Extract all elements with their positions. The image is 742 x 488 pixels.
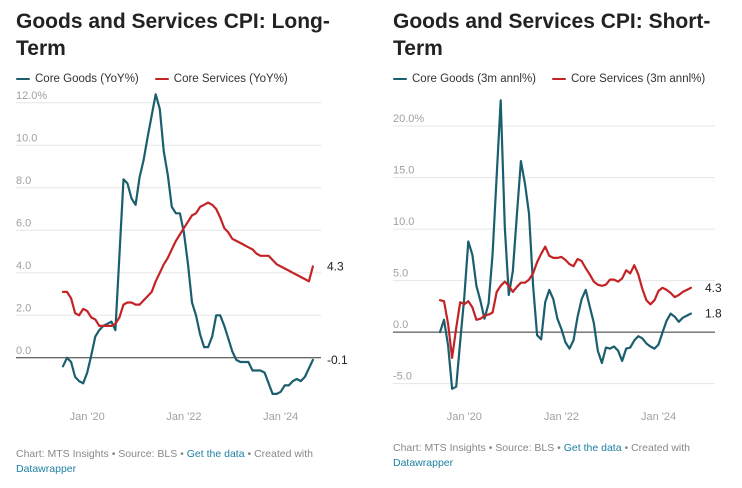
- y-tick-label: 5.0: [393, 268, 408, 280]
- y-tick-label: 10.0: [16, 132, 37, 144]
- chart-title: Goods and Services CPI: Short-Term: [393, 10, 711, 60]
- y-tick-label: 4.0: [16, 260, 31, 272]
- legend-label-services: Core Services (YoY%): [173, 73, 288, 85]
- legend-label-goods: Core Goods (3m annl%): [412, 73, 536, 85]
- legend-label-goods: Core Goods (YoY%): [35, 73, 139, 85]
- legend-item-services: Core Services (3m annl%): [552, 73, 705, 85]
- y-tick-label: 0.0: [393, 319, 408, 331]
- y-tick-label: 8.0: [16, 175, 31, 187]
- x-tick-label: Jan '24: [263, 411, 298, 423]
- chart-footer: Chart: MTS Insights • Source: BLS • Get …: [393, 441, 738, 471]
- datawrapper-link[interactable]: Datawrapper: [16, 463, 77, 475]
- series-line-services: [61, 201, 314, 327]
- y-tick-label: 15.0: [393, 165, 414, 177]
- get-data-link[interactable]: Get the data: [186, 448, 245, 460]
- x-tick-label: Jan '20: [70, 411, 105, 423]
- chart-title: Goods and Services CPI: Long-Term: [16, 10, 330, 60]
- footer-source: Source: BLS: [495, 442, 555, 454]
- footer-created-with: Created with: [631, 442, 691, 454]
- y-tick-label: 6.0: [16, 217, 31, 229]
- y-tick-label: 20.0%: [393, 113, 424, 125]
- y-tick-label: 2.0: [16, 302, 31, 314]
- short-term-panel: Goods and Services CPI: Short-Term Core …: [393, 0, 742, 488]
- legend-item-goods: Core Goods (3m annl%): [393, 73, 536, 85]
- legend: Core Goods (YoY%) Core Services (YoY%): [16, 73, 288, 85]
- chart-footer: Chart: MTS Insights • Source: BLS • Get …: [16, 447, 361, 477]
- x-tick-label: Jan '22: [544, 411, 579, 423]
- x-tick-label: Jan '20: [447, 411, 482, 423]
- footer-chart-credit: Chart: MTS Insights: [16, 448, 109, 460]
- y-tick-label: 0.0: [16, 345, 31, 357]
- long-term-panel: Goods and Services CPI: Long-Term Core G…: [16, 0, 371, 488]
- footer-separator: •: [108, 448, 119, 460]
- footer-separator: •: [621, 442, 632, 454]
- y-tick-label: 10.0: [393, 216, 414, 228]
- legend-swatch-goods: [16, 78, 30, 80]
- x-tick-label: Jan '22: [166, 411, 201, 423]
- footer-chart-credit: Chart: MTS Insights: [393, 442, 486, 454]
- legend-item-goods: Core Goods (YoY%): [16, 73, 139, 85]
- footer-separator: •: [177, 448, 187, 460]
- legend-swatch-services: [552, 78, 566, 80]
- legend-swatch-services: [154, 78, 169, 80]
- footer-separator: •: [554, 442, 564, 454]
- end-label-goods: 1.8: [705, 307, 722, 321]
- series-line-goods: [61, 93, 314, 395]
- footer-source: Source: BLS: [118, 448, 178, 460]
- long-term-chart: 0.0 2.0 4.0 6.0 8.0 10.0 12.0% Jan '20 Jan '22 Ja…: [16, 90, 348, 423]
- short-term-chart: -5.0 0.0 5.0 10.0 15.0 20.0% Jan '20 Jan '22 Jan…: [393, 99, 722, 423]
- legend-label-services: Core Services (3m annl%): [571, 73, 706, 85]
- legend: Core Goods (3m annl%) Core Services (3m …: [393, 73, 705, 85]
- legend-item-services: Core Services (YoY%): [154, 73, 288, 85]
- end-label-goods: -0.1: [327, 353, 348, 367]
- get-data-link[interactable]: Get the data: [563, 442, 622, 454]
- legend-swatch-goods: [393, 78, 407, 80]
- end-label-services: 4.3: [705, 281, 722, 295]
- series-line-goods: [438, 99, 692, 390]
- footer-separator: •: [244, 448, 255, 460]
- end-label-services: 4.3: [327, 259, 344, 273]
- x-tick-label: Jan '24: [641, 411, 676, 423]
- y-tick-label: 12.0%: [16, 90, 47, 102]
- y-tick-label: -5.0: [393, 371, 412, 383]
- footer-separator: •: [485, 442, 496, 454]
- datawrapper-link[interactable]: Datawrapper: [393, 457, 454, 469]
- footer-created-with: Created with: [254, 448, 314, 460]
- series-line-services: [438, 245, 692, 359]
